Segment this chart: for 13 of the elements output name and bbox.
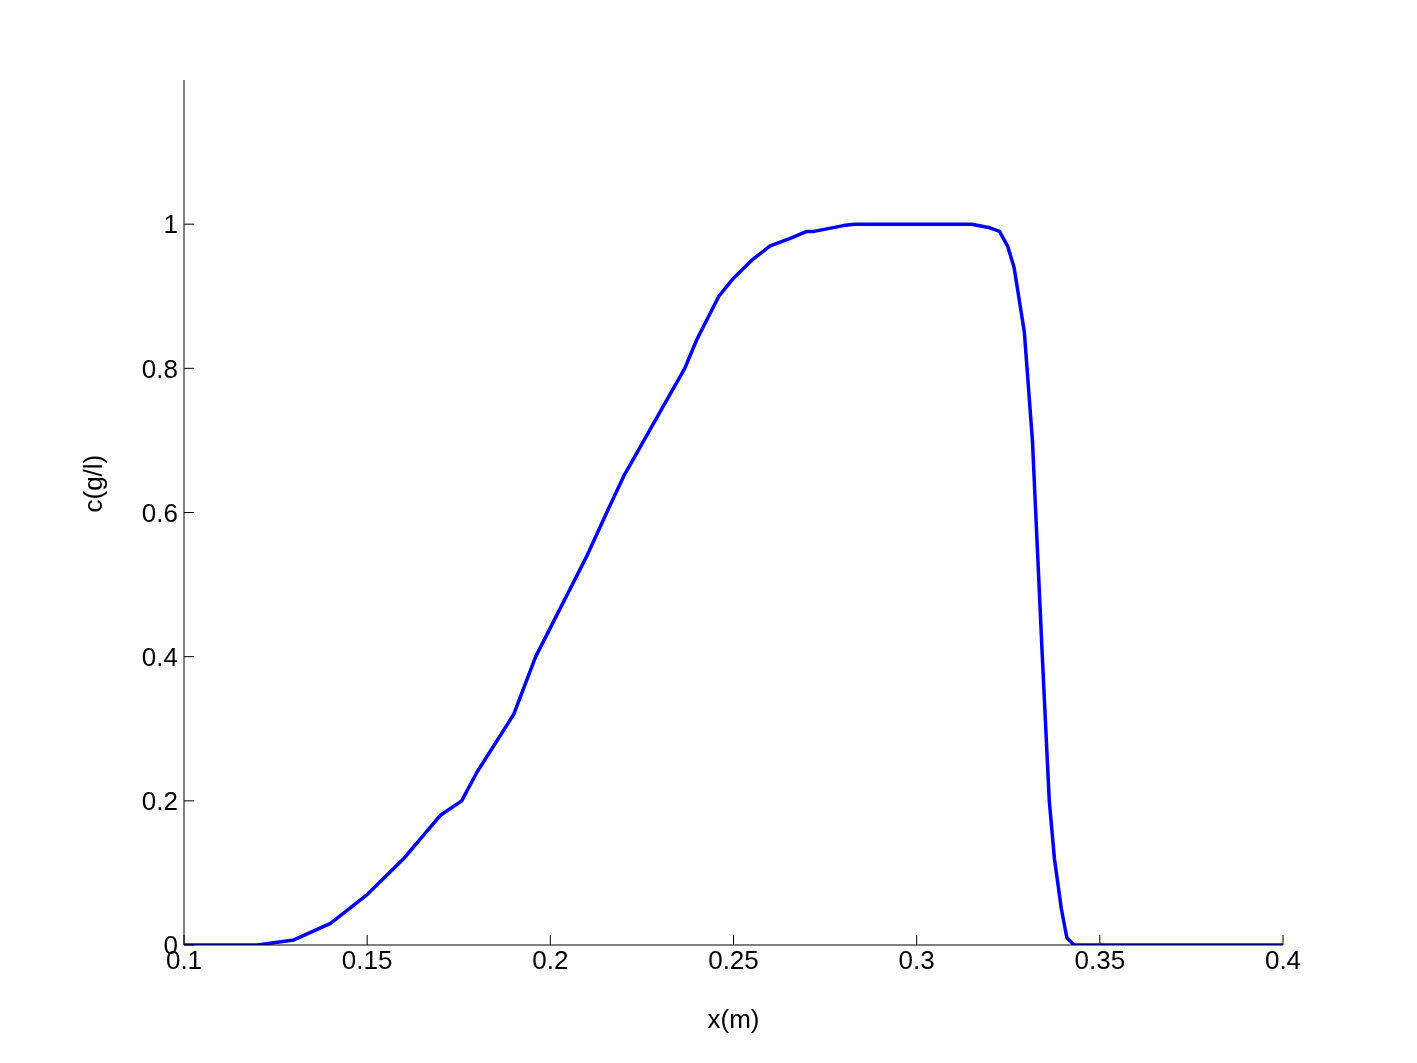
x-tick-label: 0.3: [898, 945, 935, 976]
x-tick-label: 0.25: [708, 945, 759, 976]
y-tick-label: 0.4: [141, 641, 178, 672]
x-tick-label: 0.4: [1264, 945, 1302, 976]
y-tick-label: 0.6: [141, 497, 178, 528]
x-tick-label: 0.2: [532, 945, 569, 976]
x-tick-label: 0.15: [341, 945, 393, 976]
x-tick-label: 0.35: [1074, 945, 1126, 976]
y-tick-label: 0.2: [141, 786, 178, 817]
y-tick-label: 1: [163, 209, 178, 240]
y-axis-title: c(g/l): [78, 454, 109, 513]
y-tick-label: 0.8: [141, 353, 178, 384]
x-axis-title: x(m): [707, 1004, 760, 1034]
